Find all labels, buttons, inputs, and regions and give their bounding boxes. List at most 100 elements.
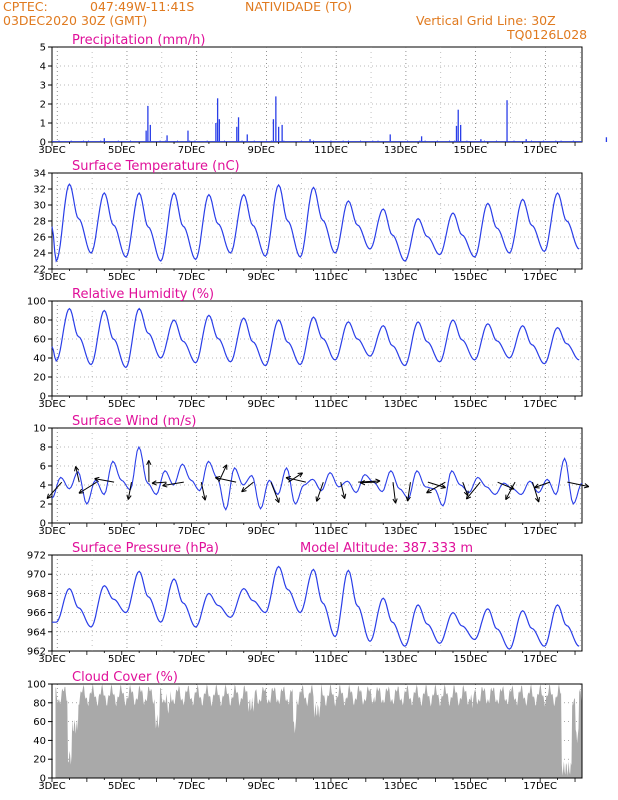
x-tick-label: 9DEC: [248, 399, 275, 410]
wind-arrow-head: [222, 464, 228, 470]
x-tick-label: 3DEC: [38, 145, 65, 156]
wind-arrow: [151, 481, 167, 484]
x-tick-label: 3DEC: [38, 654, 65, 665]
wind-arrow: [567, 481, 589, 488]
x-tick-label: 17DEC: [523, 654, 557, 665]
wind-arrow: [200, 482, 206, 501]
wind-arrow-head: [146, 460, 152, 466]
x-tick-label: 17DEC: [523, 526, 557, 537]
y-tick-label: 20: [33, 373, 46, 384]
x-tick-label: 5DEC: [108, 272, 135, 283]
y-tick-label: 10: [33, 424, 46, 435]
cloud-area: [55, 684, 583, 778]
wind-arrow-head: [392, 498, 398, 504]
x-tick-label: 7DEC: [178, 654, 205, 665]
header-station: NATIVIDADE (TO): [245, 0, 353, 14]
header-init: 03DEC2020 30Z (GMT): [3, 13, 148, 28]
series-line: [51, 183, 580, 263]
wind-arrow: [466, 481, 481, 500]
wind-arrow-head: [426, 488, 432, 494]
wind-arrow-head: [78, 488, 84, 494]
x-tick-label: 11DEC: [314, 399, 348, 410]
panel-title: Surface Pressure (hPa): [72, 541, 219, 556]
wind-arrow-head: [405, 496, 411, 502]
y-tick-label: 28: [33, 217, 46, 228]
x-tick-label: 9DEC: [248, 781, 275, 792]
x-tick-label: 15DEC: [454, 654, 488, 665]
wind-arrow-head: [285, 475, 291, 482]
x-tick-label: 11DEC: [314, 145, 348, 156]
wind-arrow-head: [375, 478, 381, 484]
x-tick-label: 9DEC: [248, 526, 275, 537]
wind-arrow: [218, 464, 228, 483]
y-tick-label: 60: [33, 717, 46, 728]
wind-arrow: [241, 481, 254, 493]
x-tick-label: 11DEC: [314, 272, 348, 283]
x-tick-label: 11DEC: [314, 654, 348, 665]
x-tick-label: 17DEC: [523, 781, 557, 792]
header-source: CPTEC:: [3, 0, 48, 14]
wind-arrow-head: [74, 466, 80, 472]
wind-arrow-head: [162, 482, 168, 488]
y-tick-label: 2: [40, 100, 46, 111]
x-tick-label: 5DEC: [108, 526, 135, 537]
wind-arrow-head: [583, 483, 590, 489]
wind-arrow: [392, 482, 397, 504]
y-tick-label: 0: [40, 519, 46, 530]
y-tick-label: 972: [27, 551, 46, 562]
wind-arrow-head: [341, 493, 347, 499]
wind-arrow-head: [201, 495, 207, 501]
y-tick-label: 22: [33, 265, 46, 276]
y-tick-label: 34: [33, 169, 46, 180]
y-tick-label: 970: [27, 570, 46, 581]
y-tick-label: 32: [33, 185, 46, 196]
x-tick-label: 9DEC: [248, 272, 275, 283]
x-tick-label: 3DEC: [38, 781, 65, 792]
y-tick-label: 962: [27, 647, 46, 658]
wind-arrow-head: [315, 496, 321, 502]
wind-arrow: [534, 481, 551, 488]
x-tick-label: 13DEC: [384, 272, 418, 283]
x-tick-label: 7DEC: [178, 781, 205, 792]
header-code: TQ0126L028: [507, 27, 588, 42]
wind-arrow: [340, 482, 346, 499]
y-tick-label: 6: [40, 462, 46, 473]
y-tick-label: 966: [27, 608, 46, 619]
wind-arrow-head: [297, 472, 304, 478]
y-tick-label: 30: [33, 201, 46, 212]
x-tick-label: 5DEC: [108, 781, 135, 792]
x-tick-label: 7DEC: [178, 145, 205, 156]
wind-arrow-head: [274, 497, 280, 503]
panel-title: Precipitation (mm/h): [72, 33, 205, 48]
y-tick-label: 0: [40, 138, 46, 149]
wind-arrow-head: [151, 480, 157, 486]
wind-arrow-head: [465, 494, 472, 500]
panel-title: Relative Humidity (%): [72, 287, 214, 302]
wind-arrow: [285, 477, 306, 483]
panel-6: 0 20 40 60 80 100 3DEC 5DEC 7DEC 9DEC 11DEC 13DEC 15…: [27, 670, 583, 792]
y-tick-label: 0: [40, 392, 46, 403]
wind-arrow: [94, 478, 115, 483]
wind-arrow: [162, 481, 184, 487]
wind-arrow: [127, 482, 132, 500]
y-tick-label: 964: [27, 627, 46, 638]
panel-frame: [51, 554, 583, 652]
y-tick-label: 40: [33, 736, 46, 747]
panel-frame: [51, 46, 583, 143]
y-tick-label: 5: [40, 43, 46, 54]
series-line: [51, 307, 580, 369]
x-tick-label: 15DEC: [454, 145, 488, 156]
wind-arrow-head: [440, 483, 446, 489]
wind-arrow: [288, 472, 303, 483]
wind-arrow-head: [360, 479, 366, 486]
wind-arrow-head: [94, 476, 100, 483]
panel-3: 0 20 40 60 80 100 3DEC 5DEC 7DEC 9DEC 11DEC 13DEC 15…: [27, 287, 583, 410]
x-tick-label: 15DEC: [454, 526, 488, 537]
panel-1: 0 1 2 3 4 5 3DEC 5DEC 7DEC 9DEC 11DEC 13DEC 15DEC 17D…: [38, 33, 608, 156]
wind-arrow-head: [534, 483, 540, 489]
x-tick-label: 3DEC: [38, 272, 65, 283]
series-line: [52, 565, 580, 650]
wind-arrow: [270, 481, 280, 503]
wind-arrow: [427, 481, 446, 489]
